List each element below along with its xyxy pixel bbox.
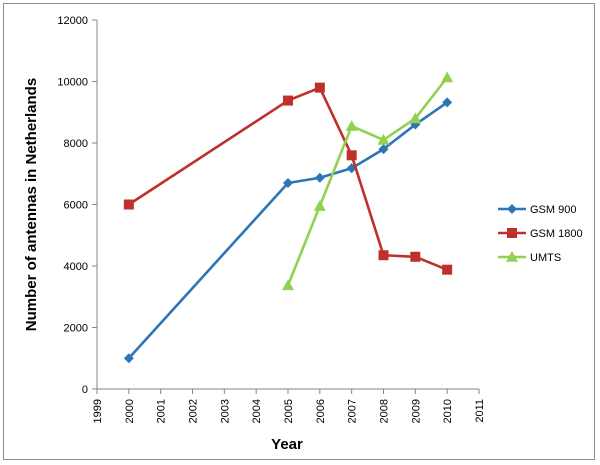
data-point-gsm-1800 <box>314 82 325 93</box>
data-point-umts <box>282 279 294 291</box>
x-tick-label: 2010 <box>442 399 454 423</box>
data-point-gsm-900 <box>442 97 453 108</box>
y-tick-label: 2000 <box>64 323 88 335</box>
legend-label-gsm-900: GSM 900 <box>530 204 576 216</box>
y-tick-label: 8000 <box>64 138 88 150</box>
x-tick-label: 2009 <box>410 399 422 423</box>
y-axis-ticks: 0 2000 4000 6000 8000 10000 12000 <box>57 15 97 396</box>
legend-label-gsm-1800: GSM 1800 <box>530 228 583 240</box>
data-point-umts <box>441 71 454 83</box>
data-point-gsm-900 <box>123 353 134 364</box>
series-layer <box>123 71 454 364</box>
data-point-umts <box>377 133 390 145</box>
x-tick-label: 2006 <box>315 399 327 423</box>
x-tick-label: 2007 <box>347 399 359 423</box>
series-gsm-900 <box>123 97 453 364</box>
legend-item-gsm-1800: GSM 1800 <box>498 228 583 240</box>
series-umts <box>282 71 454 291</box>
x-tick-label: 2005 <box>283 399 295 423</box>
data-point-gsm-900 <box>283 177 293 188</box>
y-tick-label: 10000 <box>57 77 88 89</box>
y-tick-label: 6000 <box>64 200 88 212</box>
y-tick-label: 12000 <box>57 15 88 27</box>
x-tick-label: 1999 <box>92 399 104 423</box>
series-gsm-1800 <box>123 82 453 275</box>
data-point-umts <box>409 112 422 124</box>
x-tick-label: 2008 <box>379 399 391 423</box>
data-point-gsm-1800 <box>283 95 293 106</box>
y-tick-label: 4000 <box>64 261 88 273</box>
legend-marker-gsm-900 <box>507 204 517 214</box>
data-point-gsm-1800 <box>378 250 389 261</box>
series-line-umts <box>286 76 449 286</box>
x-axis-title: Year <box>271 436 303 453</box>
legend-marker-umts <box>506 251 518 262</box>
data-point-gsm-1800 <box>346 150 357 161</box>
legend-marker-gsm-1800 <box>507 228 517 238</box>
x-tick-label: 2004 <box>251 399 263 423</box>
x-tick-label: 2011 <box>474 399 486 423</box>
series-line-gsm-900 <box>127 101 448 360</box>
y-axis-title: Number of antennas in Netherlands <box>23 78 40 331</box>
data-point-gsm-1800 <box>442 264 453 275</box>
data-point-gsm-1800 <box>123 199 134 210</box>
axes <box>96 20 479 390</box>
legend-label-umts: UMTS <box>530 252 561 264</box>
legend: GSM 900 GSM 1800 UMTS <box>498 204 583 264</box>
data-point-gsm-900 <box>378 144 389 155</box>
x-axis-ticks: 1999 2000 2001 2002 2003 2004 2005 2006 2007 2008… <box>92 389 486 423</box>
data-point-gsm-1800 <box>410 251 421 262</box>
x-tick-label: 2002 <box>188 399 200 423</box>
data-point-umts <box>345 120 358 131</box>
y-tick-label: 0 <box>82 384 88 396</box>
x-tick-label: 2003 <box>219 399 231 423</box>
x-tick-label: 2001 <box>156 399 168 423</box>
legend-item-umts: UMTS <box>498 251 561 264</box>
chart-frame <box>3 3 595 460</box>
x-tick-label: 2000 <box>124 399 136 423</box>
data-point-umts <box>313 200 326 211</box>
legend-item-gsm-900: GSM 900 <box>498 204 576 216</box>
data-point-gsm-900 <box>314 172 325 183</box>
